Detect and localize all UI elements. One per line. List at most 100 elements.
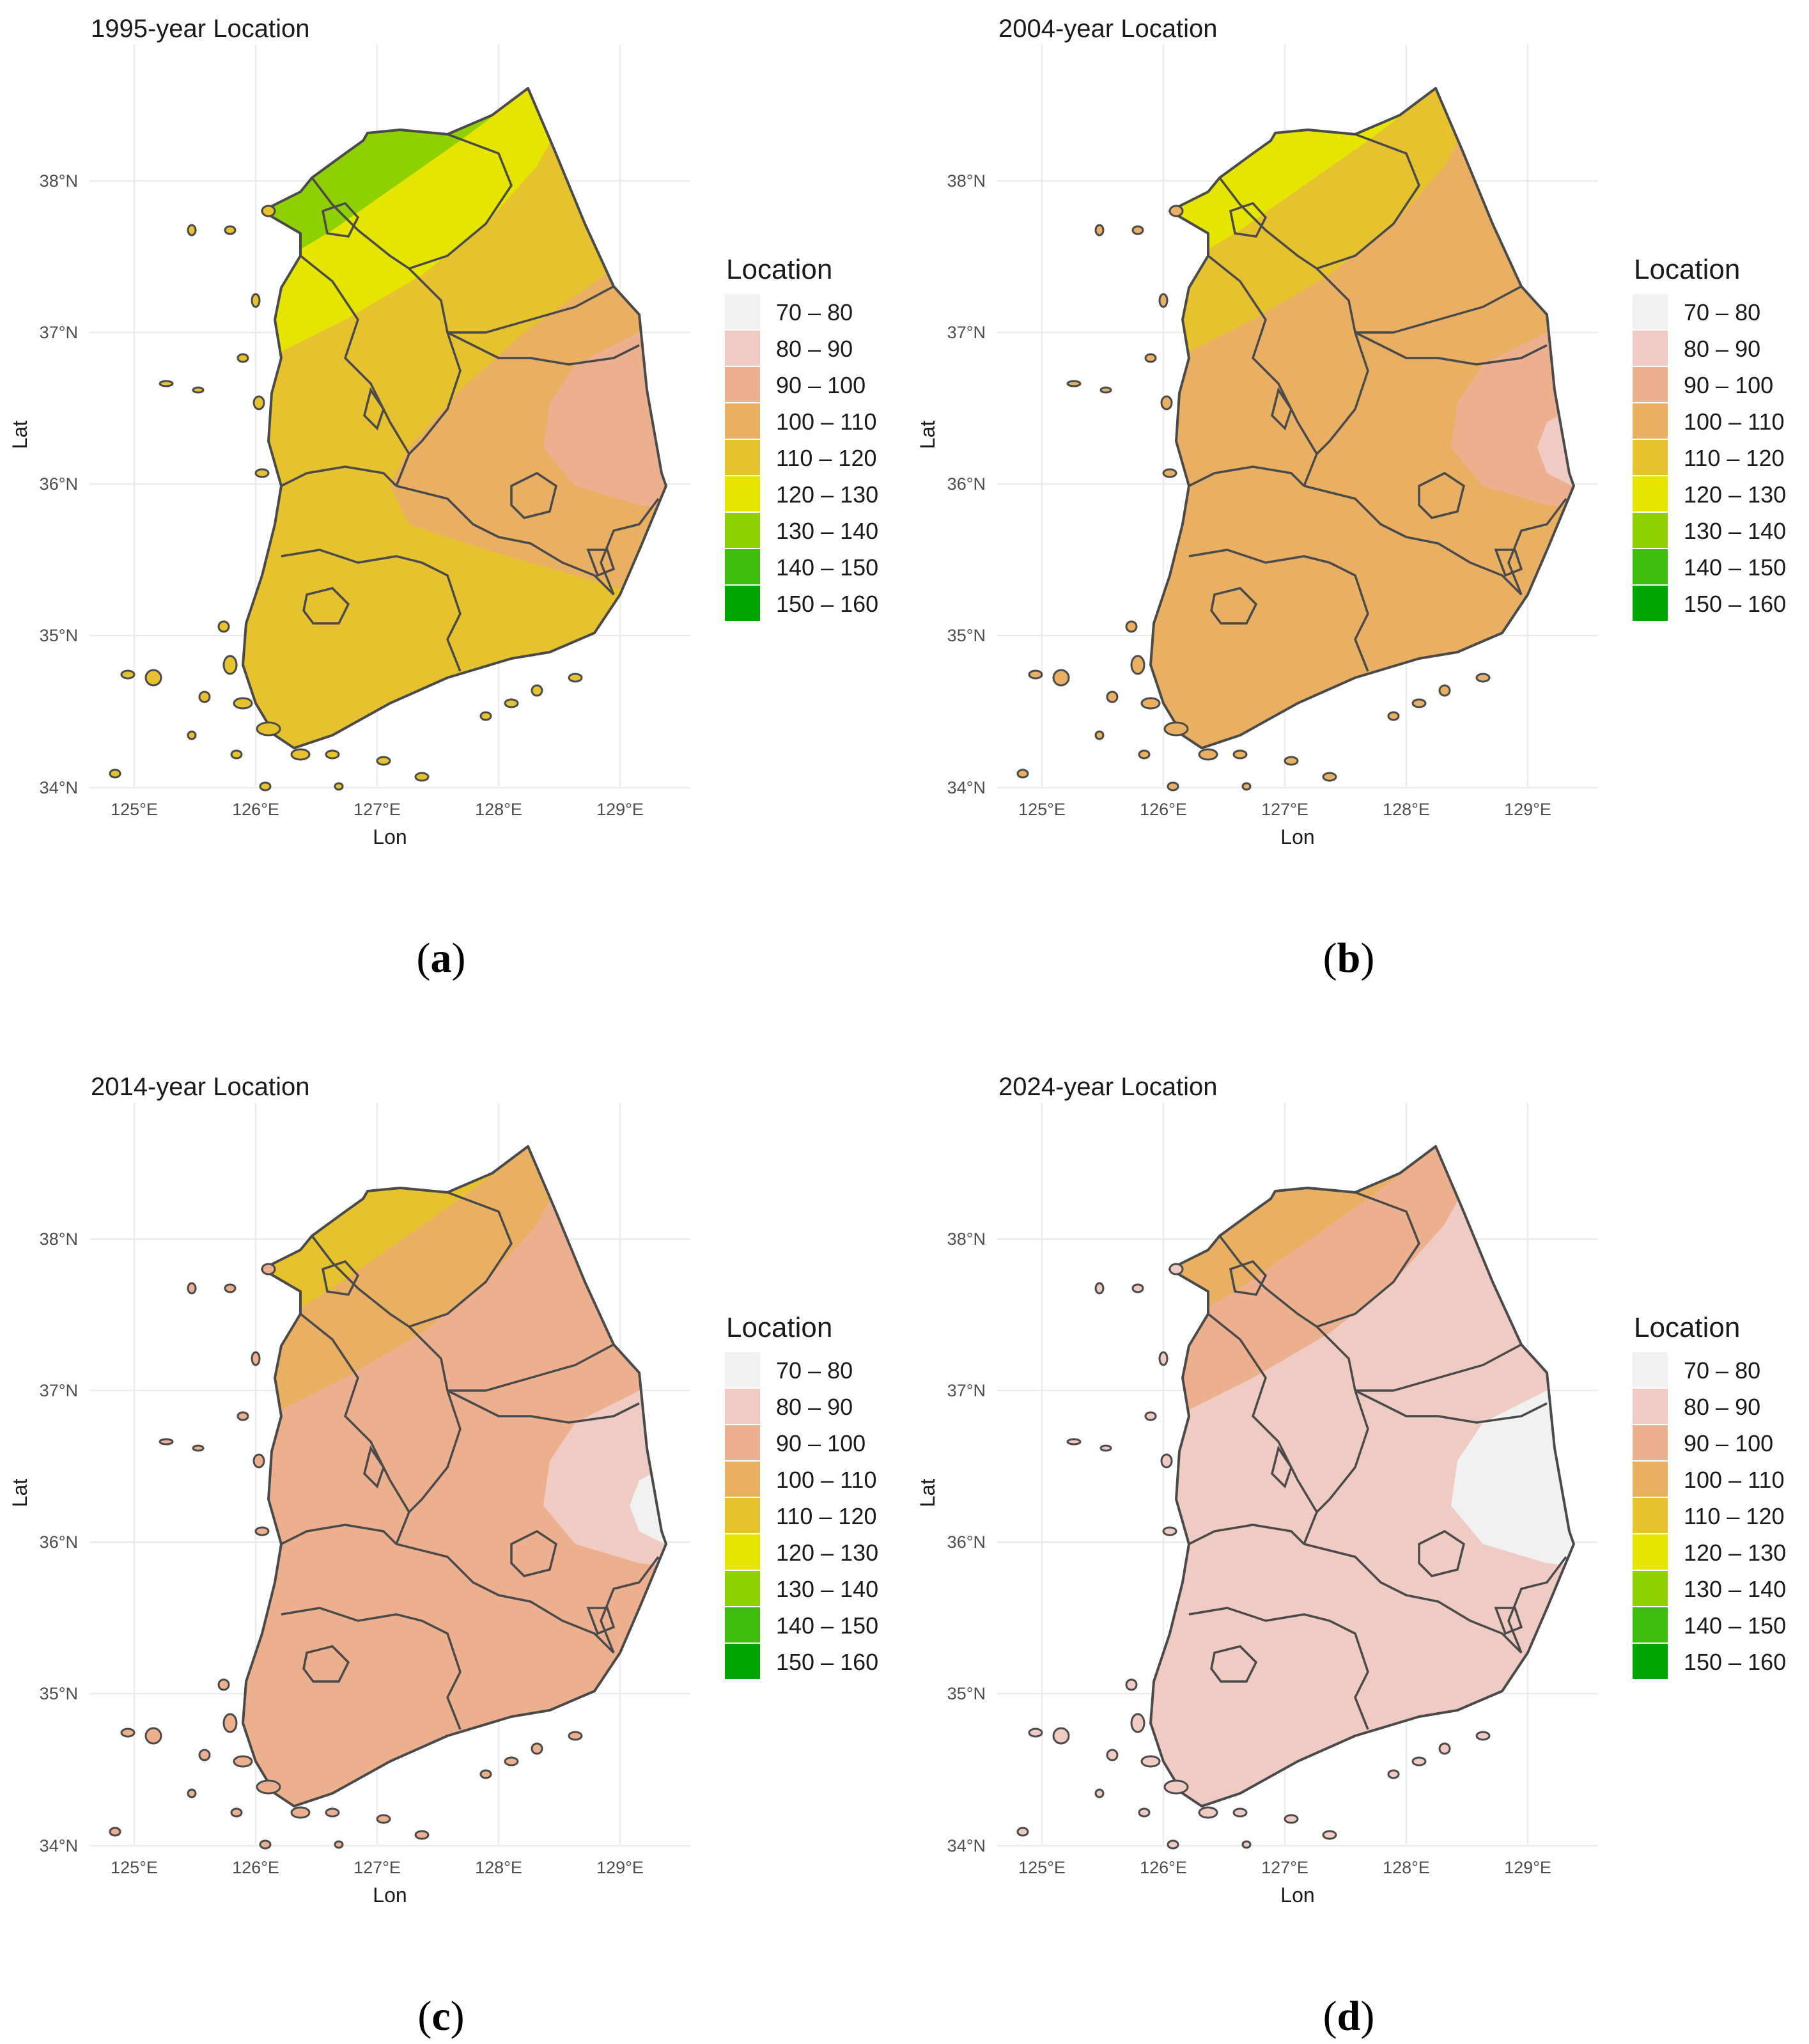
island: [1099, 1444, 1112, 1452]
y-tick-label: 37°N: [40, 1381, 78, 1400]
island: [1130, 655, 1145, 675]
y-tick-label: 38°N: [947, 1229, 986, 1249]
island: [1052, 669, 1070, 687]
map-panel-d: 2024-year Location 125°E 126°E 127°E 128°E 12…: [916, 1073, 1786, 2040]
legend-label: 80 – 90: [1684, 336, 1760, 362]
province-boundary: [1218, 1191, 1420, 1328]
island: [1158, 293, 1168, 308]
legend-swatch: [1633, 294, 1668, 329]
island: [198, 1749, 211, 1761]
x-tick-label: 129°E: [596, 800, 644, 819]
island: [414, 1830, 430, 1840]
island: [233, 697, 253, 710]
province-boundary: [281, 465, 398, 487]
island: [254, 468, 270, 478]
island: [187, 1788, 197, 1798]
island: [259, 781, 272, 792]
island: [1162, 1526, 1177, 1536]
legend-swatch: [1633, 1389, 1668, 1424]
city-boundary: [1229, 1260, 1268, 1296]
island: [1475, 673, 1491, 683]
city-boundary: [1418, 1529, 1465, 1577]
caption-open-paren: (: [1323, 1993, 1337, 2040]
legend-swatch: [1633, 1534, 1668, 1570]
legend-swatch: [1633, 1352, 1668, 1387]
island: [1094, 730, 1105, 740]
city-boundary: [586, 549, 616, 577]
legend-label: 80 – 90: [1684, 1394, 1760, 1420]
island: [192, 1444, 205, 1452]
legend-label: 90 – 100: [776, 372, 866, 398]
island: [144, 669, 162, 687]
island: [198, 690, 211, 703]
city-boundary: [1210, 1645, 1258, 1683]
province-boundary: [1188, 1607, 1330, 1622]
island: [1094, 224, 1105, 237]
province-boundary: [1316, 267, 1522, 334]
island: [1241, 782, 1252, 791]
legend-label: 100 – 110: [776, 1467, 876, 1493]
coastline: [242, 87, 667, 749]
legend-label: 110 – 120: [776, 1503, 876, 1529]
city-boundary: [510, 1529, 557, 1577]
city-boundary: [1494, 1607, 1523, 1635]
legend-swatch: [725, 1534, 760, 1570]
legend-label: 80 – 90: [776, 1394, 853, 1420]
island: [256, 721, 281, 737]
legend-label: 90 – 100: [776, 1430, 866, 1456]
province-boundary: [1316, 1325, 1522, 1392]
island: [222, 655, 238, 675]
island: [568, 1731, 583, 1741]
x-tick-label: 128°E: [475, 800, 522, 819]
island: [1438, 684, 1451, 697]
legend-label: 130 – 140: [776, 1576, 878, 1602]
caption-close-paren: ): [1360, 1993, 1374, 2040]
island: [187, 730, 197, 740]
x-tick-label: 125°E: [111, 800, 158, 819]
island: [259, 1839, 272, 1850]
x-tick-label: 126°E: [232, 800, 279, 819]
surface-zone-c: [1298, 1269, 1574, 1672]
caption-open-paren: (: [1323, 935, 1337, 981]
legend-label: 80 – 90: [776, 336, 853, 362]
y-tick-label: 36°N: [40, 1533, 78, 1552]
island: [237, 1411, 249, 1421]
province-boundary: [1507, 497, 1567, 595]
legend-swatch: [1633, 1462, 1668, 1497]
island: [325, 1807, 340, 1818]
y-tick-label: 34°N: [40, 1836, 78, 1855]
island: [1138, 1807, 1151, 1818]
island: [1125, 620, 1138, 633]
y-tick-label: 37°N: [947, 323, 986, 342]
panel-caption: (d): [1323, 1993, 1375, 2040]
y-tick-label: 38°N: [40, 171, 78, 191]
map-panel-a: 1995-year Location 125°E 126°E 127°E 128°E 12…: [8, 15, 878, 981]
island: [479, 711, 492, 721]
island: [120, 669, 136, 680]
caption-letter: c: [431, 1993, 450, 2040]
legend-label: 140 – 150: [776, 554, 878, 581]
y-axis-title: Lat: [8, 421, 31, 449]
island: [1167, 781, 1179, 792]
legend-swatch: [1633, 367, 1668, 402]
island: [1387, 1769, 1400, 1779]
island: [1322, 772, 1337, 782]
island: [1284, 756, 1299, 766]
island: [1168, 205, 1184, 217]
legend-label: 130 – 140: [1684, 1576, 1786, 1602]
surface-zone-c: [390, 211, 666, 614]
island: [159, 380, 174, 387]
island: [230, 1807, 243, 1818]
surface-zone-e: [1537, 1467, 1574, 1550]
x-tick-label: 126°E: [1140, 1858, 1187, 1877]
island: [290, 1806, 311, 1819]
island: [261, 1263, 276, 1276]
legend-label: 100 – 110: [1684, 1467, 1784, 1493]
island: [376, 1814, 391, 1824]
y-tick-label: 34°N: [40, 778, 78, 797]
legend-label: 110 – 120: [776, 445, 876, 471]
legend-swatch: [725, 367, 760, 402]
y-axis-title: Lat: [8, 1479, 31, 1508]
surface-zone-e: [1537, 409, 1574, 492]
legend-label: 100 – 110: [1684, 409, 1784, 435]
